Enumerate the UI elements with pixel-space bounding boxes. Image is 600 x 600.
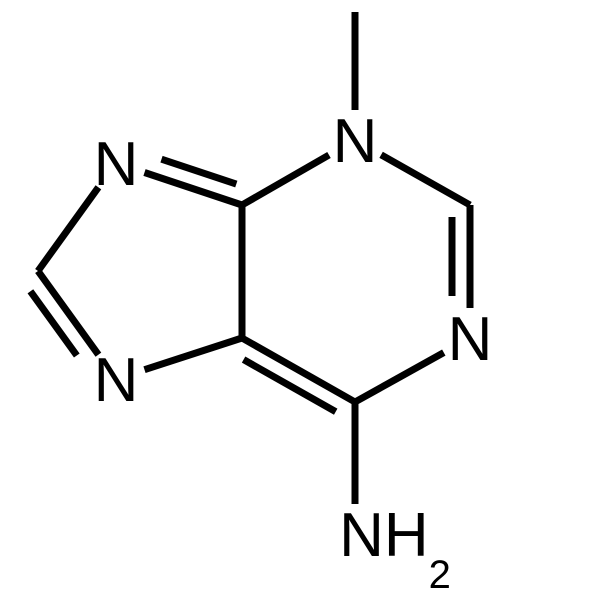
bond (381, 155, 470, 205)
bond (355, 353, 444, 402)
atom-label-N9: N (94, 130, 139, 199)
bond (145, 338, 243, 370)
atom-label-NH2: NH2 (339, 501, 451, 597)
bond (38, 187, 98, 271)
atom-label-N3: N (333, 107, 378, 176)
molecule-diagram: N N N N NH2 (0, 0, 600, 600)
bond (30, 291, 76, 355)
atom-label-N1: N (448, 305, 493, 374)
atom-label-N7: N (94, 346, 139, 415)
bond (242, 155, 329, 205)
bond (145, 173, 243, 206)
